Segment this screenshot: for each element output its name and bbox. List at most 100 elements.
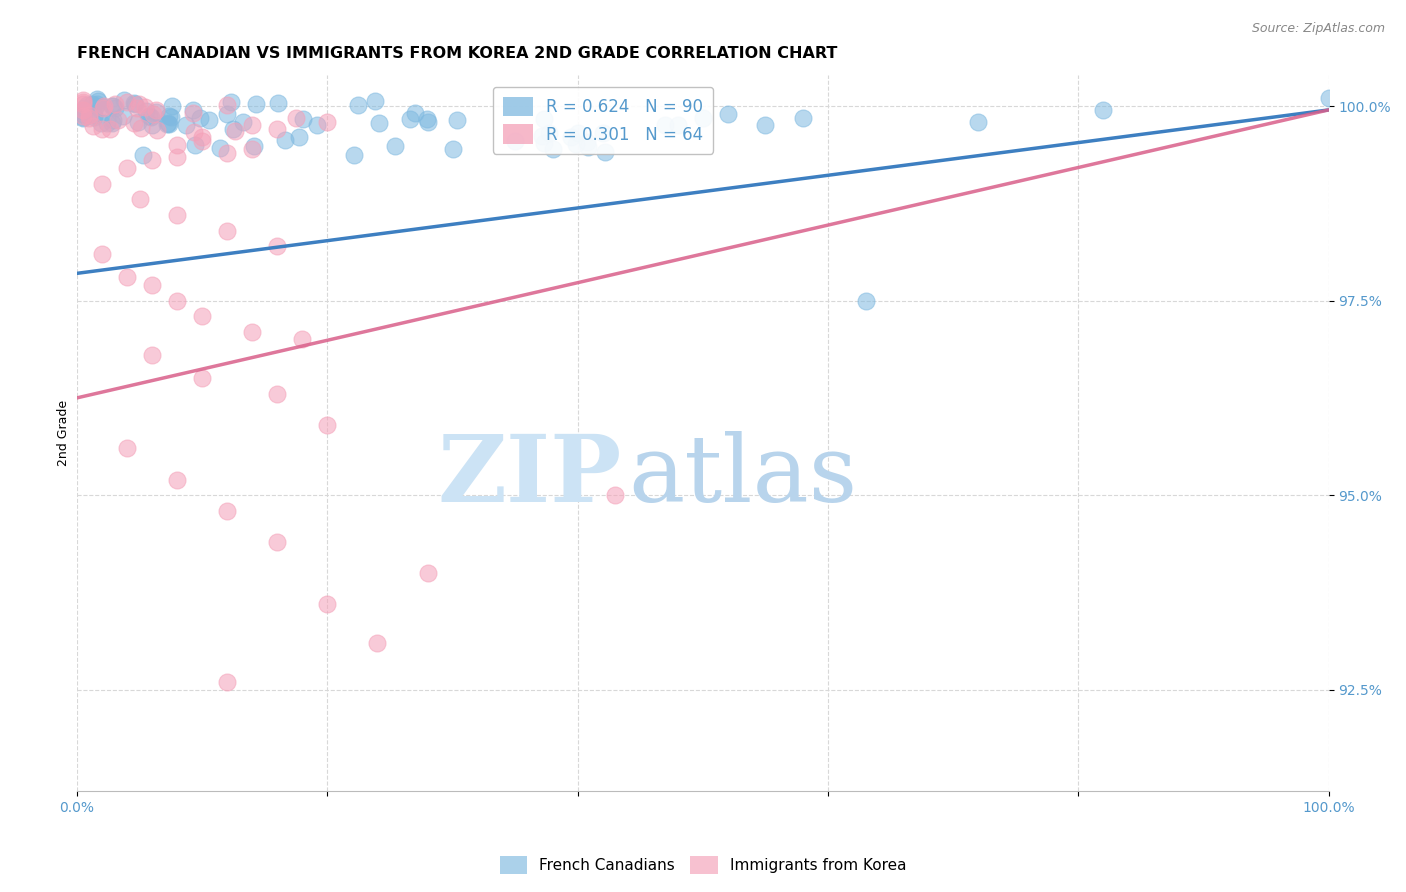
Immigrants from Korea <box>191 134 214 148</box>
French Canadians <box>86 97 108 112</box>
Text: ZIP: ZIP <box>437 431 621 521</box>
Text: FRENCH CANADIAN VS IMMIGRANTS FROM KOREA 2ND GRADE CORRELATION CHART: FRENCH CANADIAN VS IMMIGRANTS FROM KOREA… <box>77 46 838 62</box>
Immigrants from Korea <box>128 96 150 111</box>
Immigrants from Korea <box>217 674 239 689</box>
French Canadians <box>538 126 561 140</box>
French Canadians <box>73 101 96 115</box>
Immigrants from Korea <box>115 161 138 176</box>
French Canadians <box>754 119 776 133</box>
French Canadians <box>267 95 290 110</box>
French Canadians <box>103 99 125 113</box>
French Canadians <box>157 117 180 131</box>
Immigrants from Korea <box>127 101 149 115</box>
French Canadians <box>72 103 94 118</box>
French Canadians <box>565 136 588 151</box>
Immigrants from Korea <box>605 488 627 502</box>
Immigrants from Korea <box>122 116 145 130</box>
Immigrants from Korea <box>416 566 439 580</box>
French Canadians <box>103 113 125 128</box>
French Canadians <box>967 114 990 128</box>
Immigrants from Korea <box>91 247 114 261</box>
French Canadians <box>72 111 94 125</box>
Immigrants from Korea <box>93 99 115 113</box>
Immigrants from Korea <box>266 122 288 136</box>
French Canadians <box>83 108 105 122</box>
French Canadians <box>592 126 614 140</box>
Immigrants from Korea <box>191 371 214 385</box>
Immigrants from Korea <box>146 123 169 137</box>
Immigrants from Korea <box>215 98 238 112</box>
French Canadians <box>76 97 98 112</box>
French Canadians <box>215 107 238 121</box>
Immigrants from Korea <box>266 387 288 401</box>
French Canadians <box>855 293 877 308</box>
French Canadians <box>160 98 183 112</box>
French Canadians <box>446 112 468 127</box>
Immigrants from Korea <box>316 114 339 128</box>
French Canadians <box>190 111 212 125</box>
French Canadians <box>692 111 714 125</box>
French Canadians <box>174 118 197 132</box>
French Canadians <box>86 92 108 106</box>
Immigrants from Korea <box>191 309 214 323</box>
French Canadians <box>198 113 221 128</box>
French Canadians <box>127 115 149 129</box>
French Canadians <box>111 109 134 123</box>
Immigrants from Korea <box>72 95 94 110</box>
French Canadians <box>533 136 555 151</box>
Immigrants from Korea <box>134 100 156 114</box>
Immigrants from Korea <box>131 120 153 135</box>
French Canadians <box>342 148 364 162</box>
French Canadians <box>1317 91 1340 105</box>
French Canadians <box>72 110 94 124</box>
French Canadians <box>717 107 740 121</box>
French Canadians <box>531 129 554 144</box>
Immigrants from Korea <box>166 150 188 164</box>
French Canadians <box>112 94 135 108</box>
French Canadians <box>576 140 599 154</box>
French Canadians <box>219 95 242 109</box>
Immigrants from Korea <box>72 93 94 107</box>
French Canadians <box>90 116 112 130</box>
French Canadians <box>654 119 676 133</box>
Immigrants from Korea <box>115 270 138 285</box>
Immigrants from Korea <box>91 177 114 191</box>
French Canadians <box>288 130 311 145</box>
Immigrants from Korea <box>72 103 94 117</box>
French Canadians <box>86 94 108 108</box>
Immigrants from Korea <box>142 107 165 121</box>
Immigrants from Korea <box>316 597 339 611</box>
French Canadians <box>503 134 526 148</box>
Immigrants from Korea <box>183 125 205 139</box>
Immigrants from Korea <box>166 473 188 487</box>
French Canadians <box>245 96 267 111</box>
French Canadians <box>209 141 232 155</box>
French Canadians <box>184 137 207 152</box>
French Canadians <box>441 142 464 156</box>
Immigrants from Korea <box>217 223 239 237</box>
Y-axis label: 2nd Grade: 2nd Grade <box>58 400 70 466</box>
French Canadians <box>138 110 160 124</box>
French Canadians <box>567 126 589 140</box>
Immigrants from Korea <box>141 348 163 362</box>
French Canadians <box>541 142 564 156</box>
French Canadians <box>103 101 125 115</box>
Immigrants from Korea <box>115 95 138 110</box>
Immigrants from Korea <box>240 142 263 156</box>
French Canadians <box>96 115 118 129</box>
Text: atlas: atlas <box>628 431 858 521</box>
Immigrants from Korea <box>266 239 288 253</box>
French Canadians <box>1092 103 1115 117</box>
French Canadians <box>84 98 107 112</box>
Immigrants from Korea <box>166 208 188 222</box>
French Canadians <box>364 95 387 109</box>
Immigrants from Korea <box>316 418 339 433</box>
French Canadians <box>157 109 180 123</box>
French Canadians <box>560 130 582 145</box>
French Canadians <box>157 116 180 130</box>
French Canadians <box>83 110 105 124</box>
Immigrants from Korea <box>145 103 167 118</box>
Immigrants from Korea <box>181 106 204 120</box>
Immigrants from Korea <box>217 504 239 518</box>
Immigrants from Korea <box>72 109 94 123</box>
